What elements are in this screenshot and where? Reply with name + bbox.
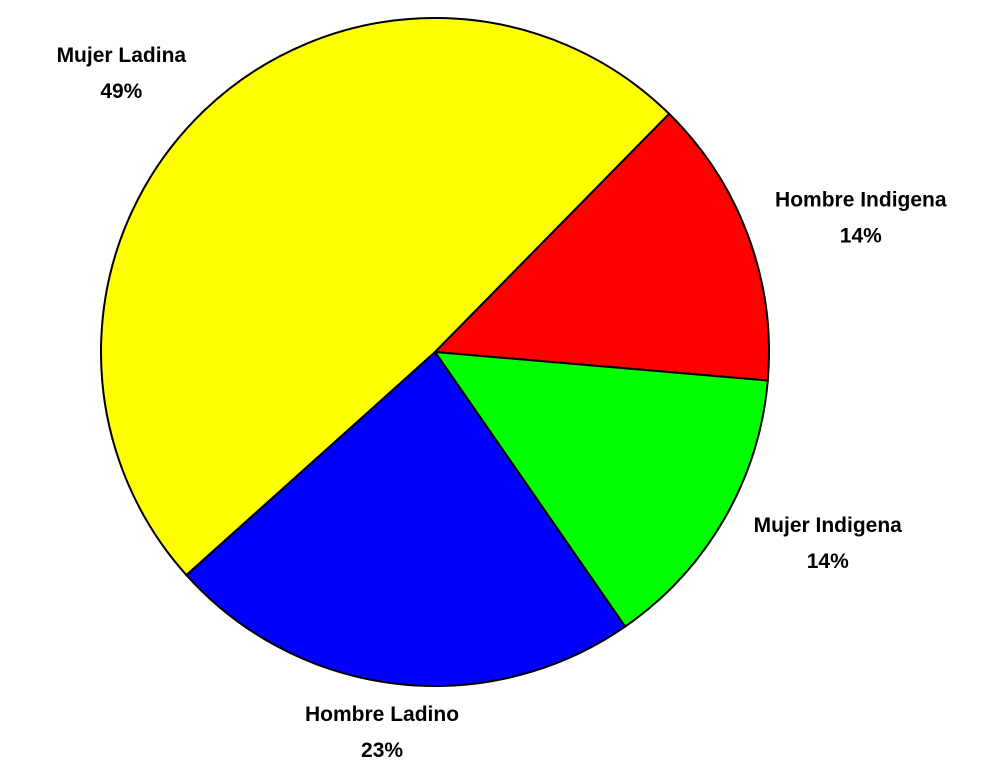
- pie-slice: [432, 112, 770, 382]
- pie-slice: [100, 17, 671, 577]
- slice-label: Mujer Indigena: [754, 514, 903, 537]
- slice-value-label: 49%: [100, 80, 142, 103]
- slice-label: Hombre Ladino: [305, 703, 459, 726]
- slice-value-label: 23%: [361, 739, 403, 762]
- pie-slice: [432, 350, 769, 628]
- slice-label: Mujer Ladina: [57, 44, 187, 67]
- slice-value-label: 14%: [807, 550, 849, 573]
- slice-value-label: 14%: [840, 224, 882, 247]
- slice-label: Hombre Indigena: [775, 188, 947, 211]
- pie-slice: [184, 350, 627, 687]
